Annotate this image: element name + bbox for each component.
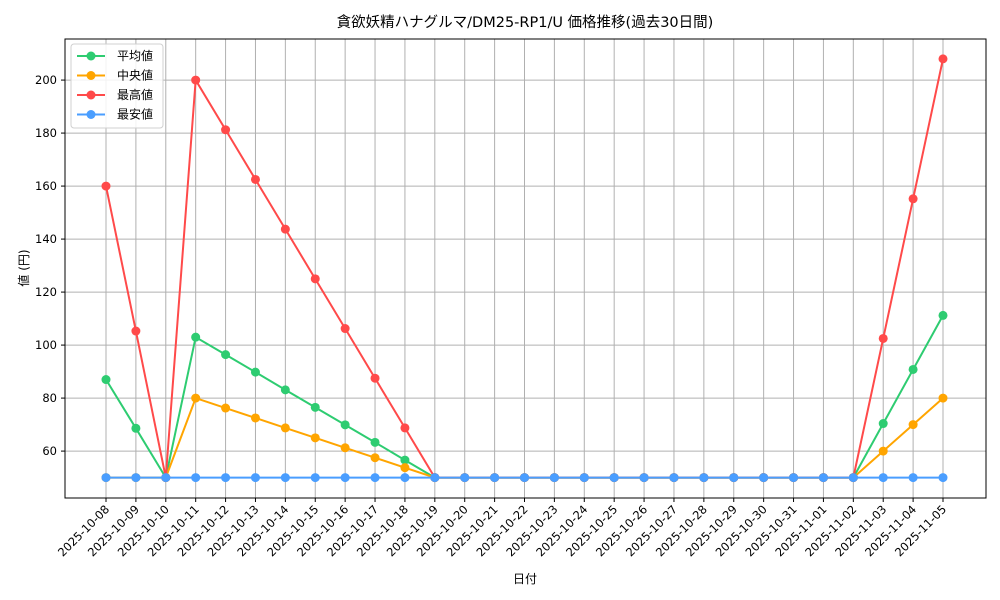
y-tick-label: 200 — [35, 73, 57, 87]
data-point — [191, 473, 201, 483]
data-point — [370, 373, 380, 383]
data-point — [460, 473, 470, 483]
data-point — [490, 473, 500, 483]
data-point — [250, 413, 260, 423]
data-point — [280, 423, 290, 433]
data-point — [609, 473, 619, 483]
data-series — [101, 54, 948, 483]
data-point — [101, 181, 111, 191]
data-point — [280, 224, 290, 234]
data-point — [161, 473, 171, 483]
data-point — [250, 174, 260, 184]
data-point — [340, 324, 350, 334]
legend-box — [70, 43, 164, 129]
grid-lines — [65, 39, 986, 498]
legend-marker-icon — [86, 51, 96, 61]
data-point — [221, 473, 231, 483]
data-point — [639, 473, 649, 483]
y-tick-label: 140 — [35, 232, 57, 246]
data-point — [221, 403, 231, 413]
data-point — [191, 75, 201, 85]
data-point — [789, 473, 799, 483]
chart-title: 貪欲妖精ハナグルマ/DM25-RP1/U 価格推移(過去30日間) — [337, 13, 714, 31]
data-point — [340, 420, 350, 430]
data-point — [908, 420, 918, 430]
data-point — [669, 473, 679, 483]
legend-label: 最安値 — [117, 107, 153, 122]
data-point — [131, 326, 141, 336]
y-tick-label: 180 — [35, 126, 57, 140]
data-point — [430, 473, 440, 483]
data-point — [280, 473, 290, 483]
data-point — [878, 419, 888, 429]
data-point — [938, 473, 948, 483]
data-point — [908, 473, 918, 483]
data-point — [699, 473, 709, 483]
x-axis-label: 日付 — [513, 572, 537, 586]
data-point — [310, 473, 320, 483]
data-point — [759, 473, 769, 483]
data-point — [370, 473, 380, 483]
data-point — [131, 423, 141, 433]
legend-marker-icon — [86, 110, 96, 119]
data-point — [131, 473, 141, 483]
data-point — [221, 350, 231, 360]
legend-label: 平均値 — [117, 48, 153, 63]
data-point — [191, 332, 201, 342]
data-point — [938, 310, 948, 320]
y-tick-label: 100 — [35, 338, 57, 352]
legend-item: 最安値 — [77, 107, 153, 122]
data-point — [400, 455, 410, 465]
data-point — [908, 194, 918, 204]
series-3 — [101, 473, 948, 483]
data-point — [340, 473, 350, 483]
y-axis-label: 値 (円) — [16, 249, 31, 286]
data-point — [221, 125, 231, 135]
data-point — [310, 402, 320, 412]
legend-label: 最高値 — [117, 87, 153, 102]
data-point — [280, 385, 290, 395]
data-point — [310, 274, 320, 284]
data-point — [250, 473, 260, 483]
data-point — [848, 473, 858, 483]
data-point — [400, 463, 410, 473]
data-point — [370, 453, 380, 463]
data-point — [938, 393, 948, 403]
data-point — [908, 364, 918, 374]
y-tick-label: 60 — [42, 444, 57, 458]
data-point — [101, 473, 111, 483]
legend-label: 中央値 — [117, 68, 153, 83]
data-point — [520, 473, 529, 483]
data-point — [400, 423, 410, 433]
data-point — [878, 473, 888, 483]
legend-item: 平均値 — [77, 48, 153, 63]
data-point — [370, 437, 380, 447]
y-tick-label: 80 — [42, 391, 57, 405]
data-point — [818, 473, 828, 483]
data-point — [340, 443, 350, 453]
data-point — [400, 473, 410, 483]
plot-frame — [64, 38, 987, 499]
data-point — [579, 473, 589, 483]
data-point — [729, 473, 739, 483]
data-point — [878, 446, 888, 456]
legend-marker-icon — [86, 71, 96, 80]
legend-item: 最高値 — [77, 87, 153, 102]
y-tick-label: 160 — [35, 179, 57, 193]
y-tick-label: 120 — [35, 285, 57, 299]
legend-marker-icon — [86, 90, 96, 100]
x-axis-ticks: 2025-10-082025-10-092025-10-102025-10-11… — [55, 498, 949, 559]
data-point — [549, 473, 559, 483]
data-point — [938, 54, 948, 64]
data-point — [191, 393, 201, 403]
data-point — [250, 367, 260, 377]
data-point — [310, 433, 320, 443]
y-axis-ticks: 60 80 100 120 140 160 180 200 — [35, 73, 65, 458]
legend-item: 中央値 — [77, 68, 153, 83]
data-point — [878, 333, 888, 343]
data-point — [101, 375, 111, 385]
